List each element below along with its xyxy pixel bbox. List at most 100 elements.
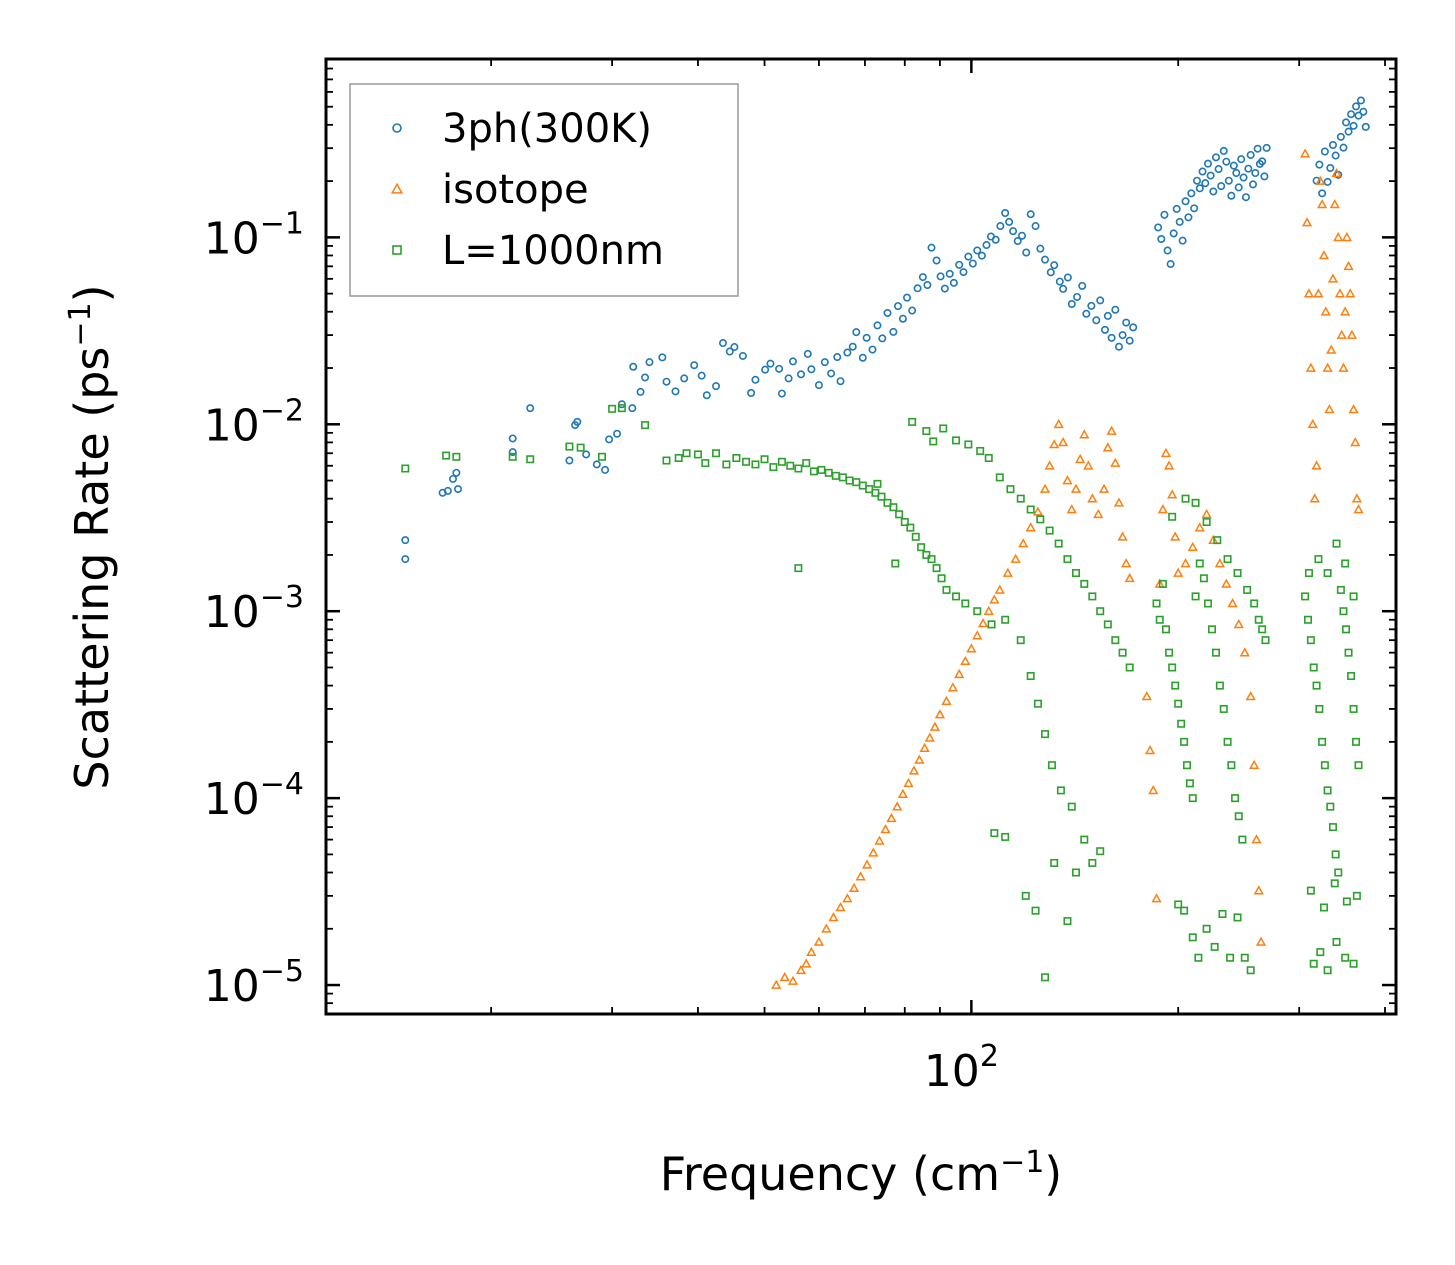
data-point [1359,107,1368,116]
data-point [991,235,1000,244]
data-point [1221,578,1232,588]
data-point [1316,948,1325,957]
data-point [1169,229,1178,238]
data-point [1181,197,1190,206]
data-point [795,964,807,975]
data-point [454,485,463,494]
y-tick-label: 10−1 [204,206,304,264]
data-point [712,382,721,391]
data-point [1129,323,1138,332]
data-point [617,404,626,413]
data-point [1226,953,1235,962]
data-point [1154,223,1163,232]
data-point [1174,699,1183,708]
y-tick-label: 10−4 [204,767,304,825]
data-point [903,777,914,788]
data-point [1345,288,1356,298]
data-point [697,371,706,380]
data-point [1026,672,1035,681]
data-point [1202,924,1211,933]
data-point [794,464,803,473]
legend-marker [390,182,404,194]
data-point [883,308,892,317]
data-point [848,882,860,892]
data-point [878,334,887,343]
data-point [1201,179,1210,188]
data-point [1315,704,1324,713]
data-point [1063,555,1072,564]
legend: 3ph(300K) isotope L=1000nm [349,83,739,297]
data-point [613,429,622,438]
data-point [1210,942,1219,951]
data-point [947,682,959,692]
data-point [886,812,897,823]
data-point [1352,891,1361,900]
data-point [1032,506,1044,516]
data-point [1111,305,1120,314]
data-point [961,599,970,608]
legend-marker [392,123,402,133]
data-point [1194,522,1205,532]
data-point [1203,159,1212,168]
data-point [601,465,610,474]
data-point [964,440,973,449]
data-point [1103,311,1112,320]
data-point [1125,336,1134,345]
data-point [1347,110,1356,119]
data-point [1022,248,1031,257]
data-point [1181,494,1190,503]
data-point [940,284,949,293]
data-point [1331,167,1342,178]
data-point [1080,835,1089,844]
data-point [977,251,986,260]
data-point [898,314,907,323]
data-point [1187,541,1198,552]
data-point [1326,164,1335,173]
data-point [787,975,799,985]
y-tick-label: 10−5 [204,954,304,1012]
data-point [1110,457,1121,467]
data-point [1096,296,1105,305]
data-point [889,327,898,336]
data-point [917,543,926,552]
data-point [1055,277,1064,286]
data-point [918,273,927,282]
data-point [934,709,946,719]
data-point [873,479,882,488]
data-point [1021,891,1030,900]
data-point [1031,906,1040,915]
legend-label: 3ph(300K) [442,106,652,152]
data-point [801,958,812,968]
data-point [922,550,931,559]
data-point [858,481,867,490]
data-point [797,370,806,379]
data-point [922,427,931,436]
data-point [1354,111,1363,120]
data-point [1202,518,1211,527]
data-point [1249,180,1258,189]
data-point [1041,730,1050,739]
data-point [712,449,721,458]
data-point [973,607,982,616]
data-point [1341,559,1350,568]
data-point [1303,288,1315,298]
data-point [1103,620,1112,629]
data-point [565,442,574,451]
data-point [982,241,991,250]
data-point [1114,342,1123,351]
data-point [1258,625,1267,634]
legend-marker [392,245,402,255]
data-point [914,754,925,764]
data-point [1180,737,1189,746]
data-point [987,620,996,629]
data-point [820,358,829,367]
data-point [1168,663,1177,672]
data-point [443,486,452,495]
data-point [1163,246,1172,255]
legend-box [349,83,739,297]
data-point [784,374,793,383]
data-point [1039,483,1051,493]
data-point [1001,615,1010,624]
data-point [1244,164,1253,173]
data-point [1165,648,1174,657]
